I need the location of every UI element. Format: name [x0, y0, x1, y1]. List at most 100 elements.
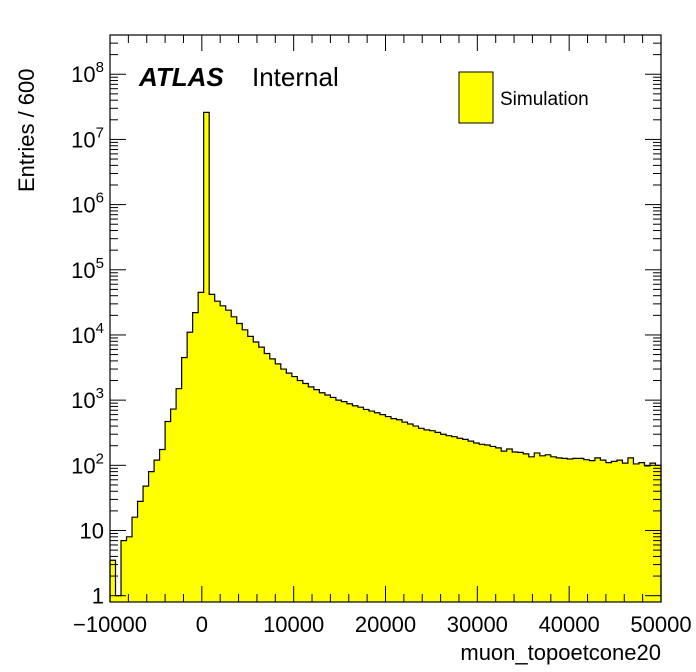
y-tick-label: 105 [71, 255, 104, 283]
histogram-bar [517, 452, 524, 602]
x-tick-label: 30000 [447, 612, 508, 637]
x-tick-label: 40000 [539, 612, 600, 637]
histogram-bar [638, 462, 645, 602]
histogram-bar [286, 373, 293, 602]
histogram-bar [534, 452, 541, 602]
y-tick-label: 1 [92, 584, 104, 609]
histogram-bar [523, 453, 530, 602]
y-tick-label: 106 [71, 190, 104, 218]
histogram-bar [407, 424, 414, 602]
legend: Simulation [458, 71, 589, 124]
histogram-bar [159, 449, 166, 602]
histogram-bar [413, 426, 419, 602]
histogram-bar [302, 383, 309, 602]
histogram-bar [264, 353, 271, 602]
histogram-bar [214, 301, 221, 602]
histogram-bar [649, 463, 656, 602]
y-tick-label: 108 [71, 59, 104, 87]
histogram-bar [440, 434, 447, 602]
histogram-bar [253, 342, 260, 602]
histogram-bar [418, 428, 425, 602]
histogram-bar [308, 386, 315, 602]
histogram-bar [165, 421, 172, 602]
histogram-bar [457, 438, 464, 602]
histogram-bar [137, 501, 144, 602]
histogram-bar [324, 394, 331, 602]
histogram-bar [429, 430, 436, 602]
histogram-bar [258, 347, 265, 602]
histogram-bar [275, 363, 282, 602]
x-tick-label: −10000 [73, 612, 147, 637]
histogram-bar [561, 458, 568, 602]
x-tick-label: 10000 [263, 612, 324, 637]
histogram-bar [495, 447, 502, 602]
histogram-bar [335, 400, 342, 602]
atlas-label: ATLAS [138, 62, 224, 92]
histogram-bar [611, 461, 618, 602]
histogram-bar [479, 444, 486, 602]
histogram-bar [451, 436, 458, 602]
histogram-bar [468, 441, 475, 602]
histogram-bar [446, 435, 453, 602]
histogram-bar [297, 380, 304, 602]
histogram-outline [109, 111, 662, 602]
histogram-bar [148, 471, 155, 602]
internal-label: Internal [252, 62, 339, 92]
y-tick-labels: 1 10 102 103 104 105 106 107 108 [71, 59, 104, 608]
histogram-bar [176, 388, 183, 602]
x-tick-label: 20000 [355, 612, 416, 637]
histogram-bar [115, 595, 122, 602]
histogram-bar [578, 458, 585, 602]
histogram-bar [402, 422, 408, 602]
histogram-bar [374, 412, 381, 602]
histogram-bar [231, 316, 238, 602]
histogram-bar [236, 323, 243, 602]
histogram-bar [269, 358, 276, 602]
histogram-bar [473, 443, 480, 602]
histogram-bar [357, 407, 364, 602]
histogram-bar [633, 463, 640, 602]
histogram-bar [126, 536, 133, 602]
y-tick-label: 107 [71, 124, 104, 152]
histogram-bar [368, 411, 375, 602]
histogram-bar [247, 336, 254, 602]
histogram-bar [330, 397, 337, 602]
y-tick-label: 104 [71, 320, 104, 348]
x-axis-title: muon_topoetcone20 [460, 640, 661, 665]
histogram-bar [341, 401, 348, 602]
histogram-bar [198, 292, 205, 602]
y-tick-label: 10 [80, 519, 104, 544]
histogram-bar [589, 460, 596, 602]
legend-swatch-simulation [458, 71, 494, 124]
histogram-bar [644, 465, 651, 602]
histogram-bar [484, 445, 491, 602]
histogram-bar [396, 419, 403, 602]
y-axis-title: Entries / 600 [14, 68, 39, 192]
legend-label-simulation: Simulation [500, 89, 589, 110]
histogram-bar [313, 389, 320, 602]
histogram-bar [352, 405, 359, 602]
histogram-bar [528, 456, 535, 602]
histogram-bar [209, 294, 216, 602]
histogram-bar [501, 451, 508, 602]
histogram-bar [385, 416, 392, 602]
histogram-bar [121, 540, 127, 602]
histogram-bar [512, 452, 519, 602]
histogram-bars [110, 112, 662, 603]
histogram-bar [154, 460, 160, 602]
histogram-bar [627, 457, 634, 602]
histogram-bar [363, 409, 370, 602]
histogram-bar [192, 312, 199, 602]
histogram-bar [539, 455, 546, 602]
y-tick-label: 102 [71, 450, 104, 478]
histogram-bar [572, 458, 579, 602]
histogram-bar [187, 332, 194, 602]
histogram-bar [556, 457, 563, 602]
histogram-bar [600, 460, 607, 602]
histogram-bar [583, 459, 590, 602]
histogram-bar [622, 463, 629, 602]
histogram-bar [605, 462, 612, 602]
histogram-bar [550, 456, 557, 602]
histogram-bar [545, 454, 552, 602]
